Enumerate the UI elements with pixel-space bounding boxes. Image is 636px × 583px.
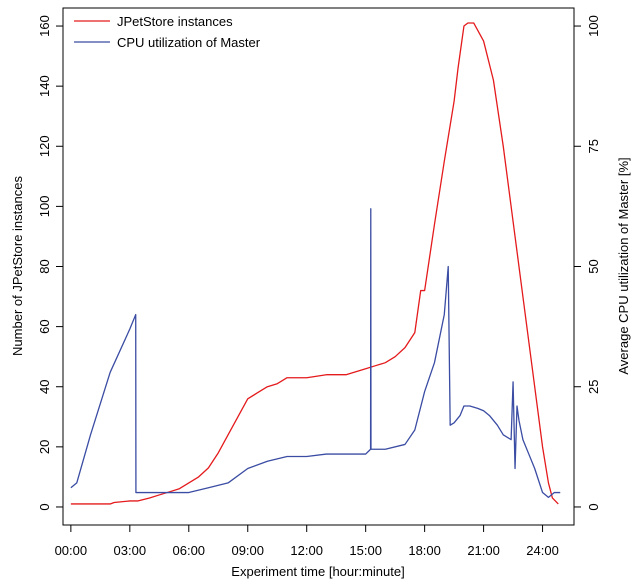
left-y-tick-label: 140 bbox=[37, 75, 52, 97]
legend-label-cpu: CPU utilization of Master bbox=[117, 35, 261, 50]
x-tick-label: 03:00 bbox=[114, 543, 147, 558]
left-y-tick-label: 40 bbox=[37, 379, 52, 393]
right-y-tick-label: 25 bbox=[586, 379, 601, 393]
left-y-tick-label: 0 bbox=[37, 503, 52, 510]
series-lines bbox=[70, 22, 561, 505]
left-y-tick-label: 160 bbox=[37, 15, 52, 37]
left-y-tick-label: 100 bbox=[37, 196, 52, 218]
instances-line bbox=[70, 22, 559, 505]
cpu-utilization-line bbox=[70, 208, 561, 499]
left-y-tick-label: 120 bbox=[37, 135, 52, 157]
right-y-tick-label: 75 bbox=[586, 139, 601, 153]
x-tick-label: 18:00 bbox=[408, 543, 441, 558]
x-tick-label: 12:00 bbox=[290, 543, 323, 558]
right-y-axis: 0 25 50 75 100 bbox=[573, 15, 601, 511]
left-y-tick-label: 80 bbox=[37, 259, 52, 273]
left-y-axis: 0 20 40 60 80 100 120 140 160 bbox=[37, 15, 64, 511]
x-axis: 00:00 03:00 06:00 09:00 12:00 15:00 18:00 21:00… bbox=[55, 524, 559, 558]
right-y-tick-label: 0 bbox=[586, 503, 601, 510]
x-tick-label: 24:00 bbox=[526, 543, 559, 558]
legend-label-instances: JPetStore instances bbox=[117, 14, 233, 29]
legend: JPetStore instances CPU utilization of M… bbox=[74, 14, 261, 50]
x-tick-label: 00:00 bbox=[55, 543, 88, 558]
x-tick-label: 21:00 bbox=[467, 543, 500, 558]
x-tick-label: 15:00 bbox=[349, 543, 382, 558]
right-y-tick-label: 100 bbox=[586, 15, 601, 37]
right-y-tick-label: 50 bbox=[586, 259, 601, 273]
left-y-axis-title: Number of JPetStore instances bbox=[10, 176, 25, 356]
left-y-tick-label: 60 bbox=[37, 319, 52, 333]
plot-frame bbox=[62, 7, 575, 526]
right-y-axis-title: Average CPU utilization of Master [%] bbox=[616, 157, 631, 374]
left-y-tick-label: 20 bbox=[37, 440, 52, 454]
x-tick-label: 09:00 bbox=[231, 543, 264, 558]
x-tick-label: 06:00 bbox=[173, 543, 206, 558]
x-axis-title: Experiment time [hour:minute] bbox=[231, 564, 404, 579]
